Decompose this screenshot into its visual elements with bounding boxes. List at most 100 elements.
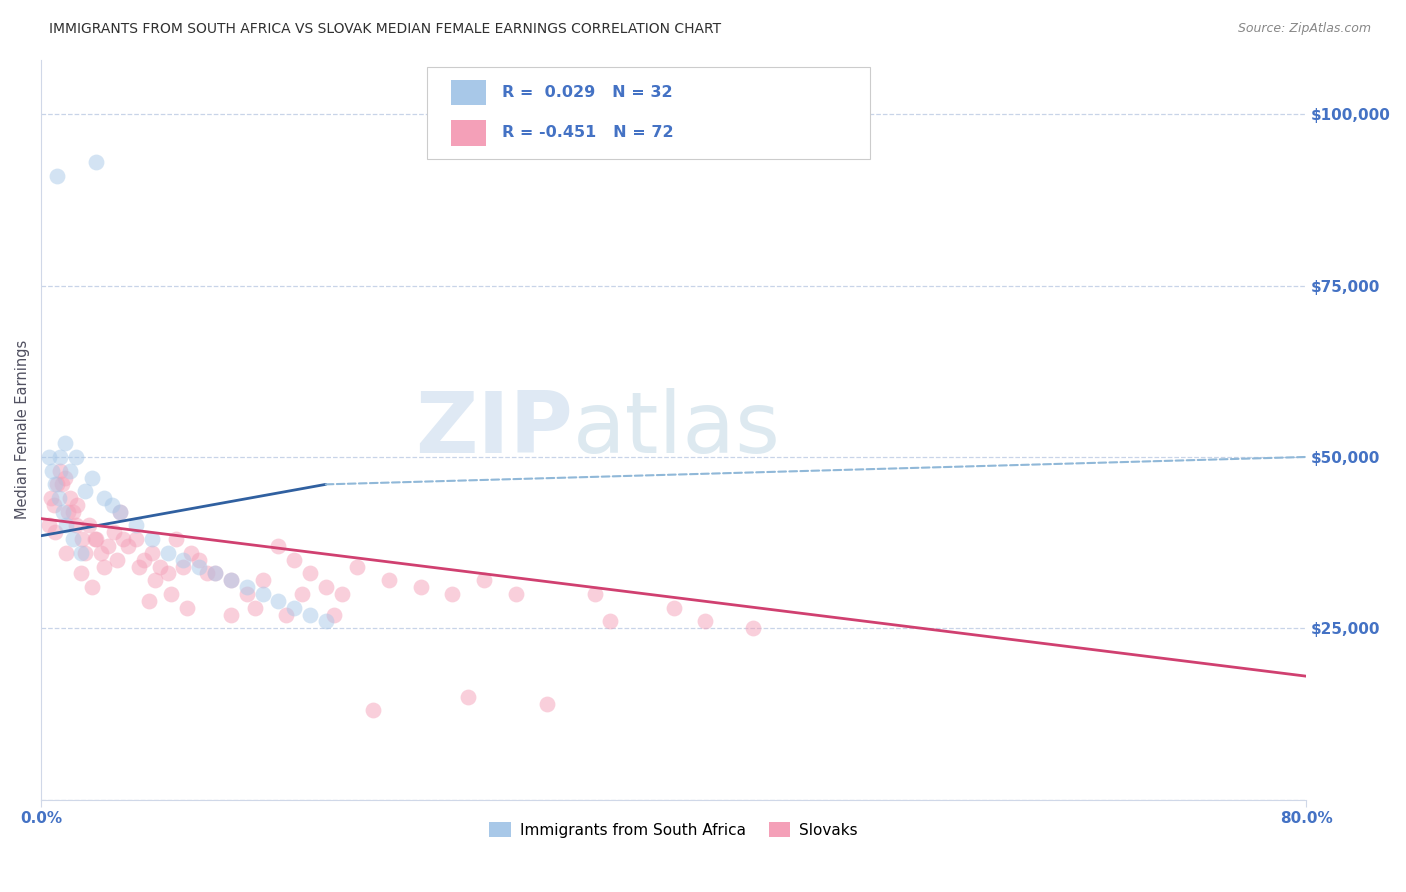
Point <box>62 532 84 546</box>
Point <box>315 615 337 629</box>
Point <box>49 464 72 478</box>
Point <box>58 491 80 505</box>
Point <box>112 532 135 546</box>
Point <box>39 491 62 505</box>
Point <box>69 566 91 581</box>
Point <box>322 607 344 622</box>
Point <box>457 690 479 704</box>
Point <box>172 552 194 566</box>
Point <box>93 559 115 574</box>
Point <box>298 566 321 581</box>
Point <box>315 580 337 594</box>
Point <box>180 546 202 560</box>
Point <box>291 587 314 601</box>
Legend: Immigrants from South Africa, Slovaks: Immigrants from South Africa, Slovaks <box>482 814 866 845</box>
Point <box>695 615 717 629</box>
Point <box>65 518 87 533</box>
Point <box>83 532 105 546</box>
Point <box>66 498 89 512</box>
Point <box>330 587 353 601</box>
Point <box>80 580 103 594</box>
Point <box>219 607 242 622</box>
Point <box>132 552 155 566</box>
Point <box>441 587 464 601</box>
Point <box>45 477 67 491</box>
FancyBboxPatch shape <box>427 67 870 160</box>
Point <box>149 559 172 574</box>
Point <box>90 546 112 560</box>
Point <box>42 498 65 512</box>
Point <box>86 532 108 546</box>
Point <box>472 574 495 588</box>
Point <box>156 546 179 560</box>
Point <box>267 594 290 608</box>
Point <box>101 498 124 512</box>
Text: ZIP: ZIP <box>415 388 572 471</box>
Point <box>138 594 160 608</box>
Point <box>219 574 242 588</box>
FancyBboxPatch shape <box>451 120 486 145</box>
Point <box>298 607 321 622</box>
Point <box>45 169 67 183</box>
Point <box>252 574 274 588</box>
Point <box>75 546 97 560</box>
Point <box>188 552 211 566</box>
Point <box>172 559 194 574</box>
Point <box>583 587 606 601</box>
Point <box>276 607 298 622</box>
Point <box>505 587 527 601</box>
Point <box>75 484 97 499</box>
Point <box>52 505 75 519</box>
Text: R =  0.029   N = 32: R = 0.029 N = 32 <box>502 85 672 100</box>
Point <box>188 559 211 574</box>
Point <box>103 525 125 540</box>
Point <box>346 559 368 574</box>
Point <box>55 546 77 560</box>
Point <box>125 532 148 546</box>
Point <box>204 566 226 581</box>
Point <box>49 450 72 464</box>
Point <box>159 587 181 601</box>
Point <box>117 539 139 553</box>
Point <box>283 600 305 615</box>
Point <box>235 587 257 601</box>
Point <box>536 697 558 711</box>
Point <box>143 574 166 588</box>
Y-axis label: Median Female Earnings: Median Female Earnings <box>15 340 30 519</box>
Point <box>283 552 305 566</box>
Point <box>165 532 187 546</box>
Text: R = -0.451   N = 72: R = -0.451 N = 72 <box>502 126 673 141</box>
Point <box>58 464 80 478</box>
Point <box>141 546 163 560</box>
Point <box>65 450 87 464</box>
Point <box>141 532 163 546</box>
Point <box>69 546 91 560</box>
Point <box>105 552 128 566</box>
Point <box>378 574 401 588</box>
Point <box>93 491 115 505</box>
Point <box>243 600 266 615</box>
Point <box>204 566 226 581</box>
Point <box>62 505 84 519</box>
Text: atlas: atlas <box>572 388 780 471</box>
Point <box>409 580 432 594</box>
Point <box>48 491 70 505</box>
Point <box>56 505 79 519</box>
Point <box>53 470 76 484</box>
Point <box>44 477 66 491</box>
Point <box>41 464 63 478</box>
Point <box>219 574 242 588</box>
Point <box>128 559 150 574</box>
Point <box>86 155 108 169</box>
FancyBboxPatch shape <box>451 79 486 104</box>
Point <box>70 532 93 546</box>
Point <box>267 539 290 553</box>
Point <box>80 470 103 484</box>
Point <box>51 477 73 491</box>
Point <box>38 450 60 464</box>
Point <box>108 505 131 519</box>
Point <box>53 436 76 450</box>
Point <box>235 580 257 594</box>
Point <box>662 600 685 615</box>
Text: IMMIGRANTS FROM SOUTH AFRICA VS SLOVAK MEDIAN FEMALE EARNINGS CORRELATION CHART: IMMIGRANTS FROM SOUTH AFRICA VS SLOVAK M… <box>49 22 721 37</box>
